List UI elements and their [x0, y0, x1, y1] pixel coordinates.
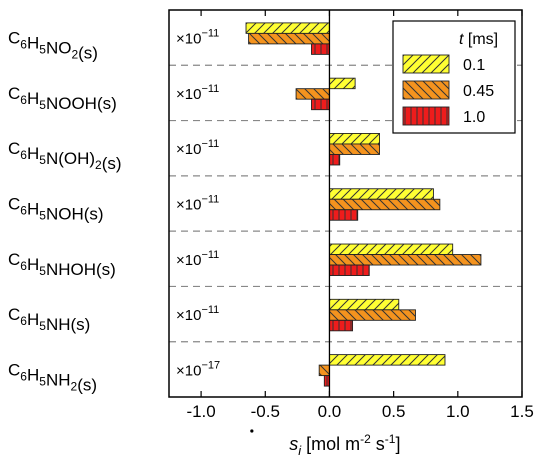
bar-0_1-1	[329, 77, 356, 90]
bar-1_0-3	[329, 209, 359, 221]
multiplier-label: ×10−11	[176, 138, 219, 158]
legend-title: t [ms]	[459, 31, 498, 48]
bar-1_0-2	[329, 154, 341, 166]
bar-0_45-0	[248, 32, 330, 45]
multiplier-label: ×10−11	[176, 304, 219, 324]
bar-0_1-0	[245, 22, 330, 34]
category-label: C6H5NH(s)	[8, 305, 90, 334]
bar-0_1-2	[329, 133, 380, 145]
bar-0_45-1	[295, 88, 330, 100]
multiplier-label: ×10−11	[176, 249, 219, 269]
x-tick-label: 1.5	[510, 402, 534, 421]
x-tick-label: 1.0	[446, 402, 470, 421]
legend-label-0_45: 0.45	[463, 83, 494, 100]
bar-0_1-6	[329, 354, 446, 366]
bar-0_45-3	[329, 198, 441, 211]
legend-label-0_1: 0.1	[463, 57, 485, 74]
category-label: C6H5NH2(s)	[8, 360, 97, 394]
legend-swatch-1_0	[402, 106, 450, 126]
category-label: C6H5NO2(s)	[8, 29, 98, 63]
category-labels: C6H5NO2(s) C6H5NOOH(s) C6H5N(OH)2(s) C6H5NO…	[8, 29, 122, 395]
bar-1_0-0	[311, 43, 330, 55]
x-tick-label: 0.5	[382, 402, 406, 421]
multiplier-label: ×10−11	[176, 194, 219, 214]
bar-1_0-1	[311, 98, 330, 111]
multiplier-label: ×10−11	[176, 83, 219, 103]
legend: t [ms] 0.1 0.45 1.0	[392, 20, 516, 134]
x-axis-ticks: -1.0 -0.5 0.0 0.5 1.0 1.5	[186, 10, 534, 421]
multiplier-label: ×10−11	[176, 28, 219, 48]
category-label: C6H5N(OH)2(s)	[8, 139, 122, 173]
bar-1_0-6	[323, 375, 330, 387]
multiplier-labels: ×10−11 ×10−11 ×10−11 ×10−11 ×10−11 ×10−11 ×10−…	[176, 28, 220, 380]
bar-1_0-5	[329, 319, 354, 332]
bar-0_45-4	[329, 254, 482, 266]
x-tick-label: 0.0	[318, 402, 342, 421]
bar-0_45-6	[318, 364, 330, 377]
bar-1_0-4	[329, 264, 370, 276]
x-tick-label: -0.5	[251, 402, 280, 421]
bar-0_1-4	[329, 243, 454, 255]
category-label: C6H5NHOH(s)	[8, 250, 116, 279]
plot-frame	[168, 9, 523, 398]
bar-0_1-5	[329, 298, 400, 311]
legend-label-1_0: 1.0	[463, 109, 485, 126]
category-label: C6H5NOH(s)	[8, 195, 104, 224]
dot-accent	[250, 429, 254, 433]
bar-0_45-5	[329, 309, 416, 321]
category-label: C6H5NOOH(s)	[8, 84, 117, 113]
legend-swatch-0_45	[402, 80, 450, 100]
x-axis-title: si [mol m-2 s-1]	[289, 432, 400, 458]
bar-0_1-3	[329, 188, 434, 200]
x-tick-label: -1.0	[186, 402, 215, 421]
legend-swatch-0_1	[402, 54, 450, 74]
bar-0_45-2	[329, 143, 380, 155]
multiplier-label: ×10−17	[176, 359, 220, 379]
